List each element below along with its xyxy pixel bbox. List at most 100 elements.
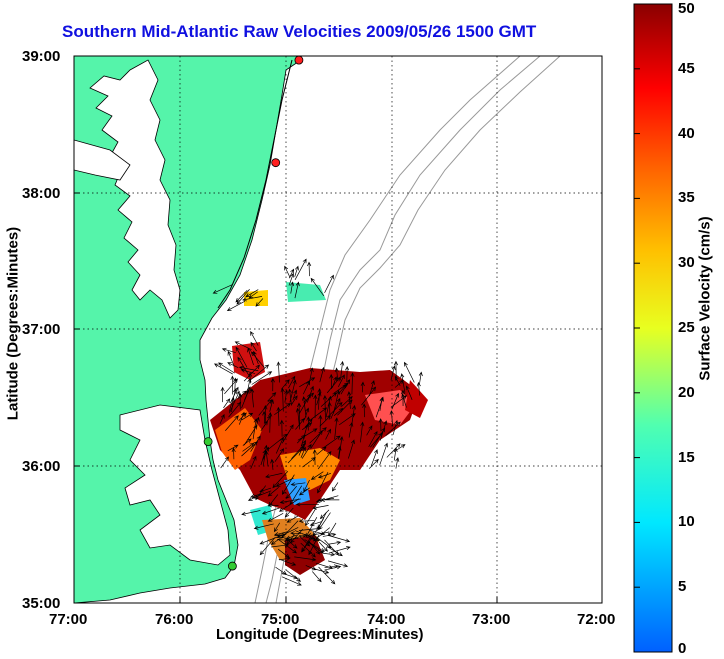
velocity-arrow [386,443,401,458]
velocity-arrow [274,448,285,462]
velocity-arrow [291,443,306,459]
velocity-arrow [298,534,320,542]
velocity-arrow [361,386,377,406]
colorbar-tick-label: 0 [678,640,687,657]
colorbar-tick-label: 25 [678,319,695,336]
colorbar-tick-label: 15 [678,448,695,466]
velocity-arrow [303,479,310,493]
y-tick-label: 37:00 [22,321,61,338]
velocity-arrow [348,439,355,459]
velocity-arrow [333,382,349,394]
velocity-arrow [262,410,267,424]
velocity-arrow [360,381,365,393]
velocity-arrow [327,401,332,415]
velocity-arrow [245,289,259,298]
velocity-arrow [297,402,302,426]
velocity-arrow [273,522,281,533]
y-tick-label: 35:00 [22,595,61,612]
velocity-arrow [289,485,303,506]
velocity-arrow [280,387,285,412]
velocity-arrow [309,521,322,527]
velocity-arrow [260,449,267,466]
velocity-arrow [248,291,258,299]
velocity-arrow [231,397,236,413]
velocity-arrow [368,430,378,448]
colorbar-tick-label: 10 [678,513,695,531]
velocity-arrow [337,445,342,459]
colorbar-tick-label: 5 [678,578,687,596]
velocity-arrow [274,402,292,416]
velocity-arrow [300,542,316,558]
x-tick-label: 74:00 [367,611,406,628]
chesapeake-bay [89,59,181,319]
velocity-arrow [370,449,378,466]
velocity-arrow [324,274,334,294]
velocity-arrow [416,381,421,396]
velocity-arrow [243,364,261,382]
velocity-arrow [304,407,310,420]
velocity-arrow [338,413,356,426]
velocity-arrow [238,412,247,422]
velocity-arrow [270,536,282,545]
velocity-arrow [226,300,246,311]
velocity-arrow [241,510,261,516]
velocity-arrow [259,537,276,556]
velocity-arrow [370,432,383,448]
y-axis-label: Latitude (Degrees:Minutes) [4,226,22,421]
velocity-arrow [334,367,339,381]
velocity-arrow [296,434,306,444]
colorbar-label: Surface Velocity (cm/s) [696,216,714,381]
velocity-arrow [313,394,318,418]
velocity-arrow [303,392,315,403]
velocity-arrow [310,277,325,297]
velocity-arrow [307,261,312,277]
velocity-arrow [319,415,331,427]
velocity-arrow [328,546,351,554]
velocity-arrow [317,451,332,470]
velocity-arrow [279,419,284,437]
velocity-arrow [278,558,297,566]
velocity-arrow [334,417,339,439]
velocity-arrow [304,418,313,429]
velocity-arrow [298,518,315,524]
velocity-arrow [235,290,248,303]
velocity-arrow [304,539,325,553]
colorbar [633,3,673,653]
velocity-arrow [255,298,264,307]
velocity-arrow [298,487,310,496]
velocity-arrow [253,523,274,530]
velocity-arrow [362,403,367,418]
chart-title: Southern Mid-Atlantic Raw Velocities 200… [62,22,537,41]
velocity-arrow [379,420,388,441]
velocity-arrow [315,495,339,503]
velocity-arrow [368,458,379,469]
velocity-arrow [310,471,324,480]
velocity-arrow [290,281,295,294]
velocity-arrow [260,420,268,432]
velocity-arrow [234,341,252,351]
velocity-arrow [275,437,284,454]
velocity-arrow [213,363,233,375]
velocity-arrow [285,534,297,540]
velocity-arrow [390,365,396,381]
velocity-arrow [347,391,352,409]
velocity-arrow [295,502,319,507]
velocity-arrow [326,546,343,557]
station-marker [227,561,237,571]
velocity-arrow [277,538,297,554]
velocity-arrow [277,548,290,559]
velocity-arrow [341,396,353,407]
station-marker [203,437,213,447]
velocity-arrow [317,472,329,494]
velocity-arrow [333,407,344,416]
velocity-arrow [301,396,307,418]
velocity-arrow [288,268,295,279]
station-marker [294,56,304,65]
velocity-arrow [288,272,295,286]
velocity-arrow [220,386,225,403]
velocity-arrow [393,447,398,461]
station-marker [271,158,281,168]
velocity-arrow [294,258,307,280]
velocity-arrow [265,472,283,479]
